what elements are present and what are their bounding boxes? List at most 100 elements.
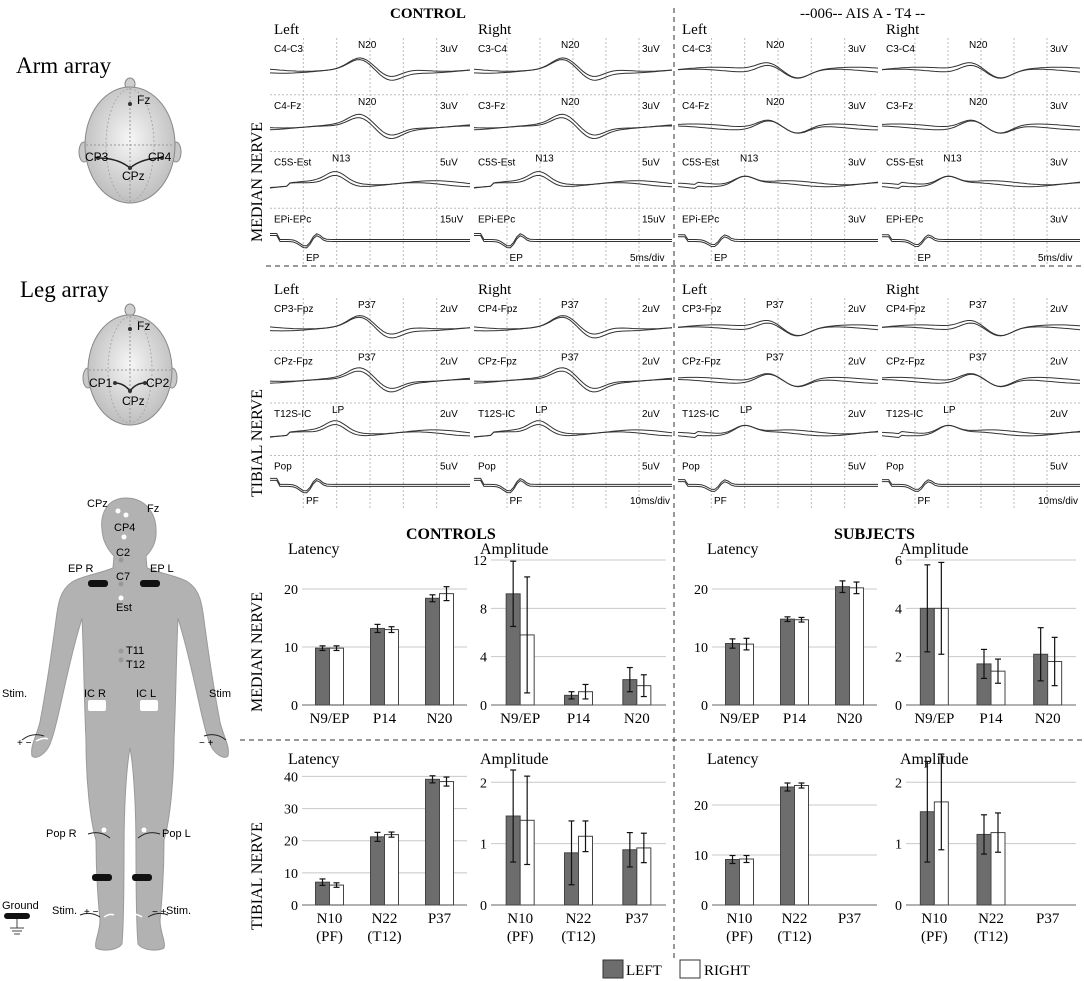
scale-label: 5uV [642, 462, 660, 473]
channel-label: C5S-Est [886, 158, 923, 169]
body-silhouette [31, 497, 229, 951]
y-tick-label: 0 [701, 699, 708, 714]
channel-label: C5S-Est [274, 158, 311, 169]
ground-electrode [4, 913, 30, 919]
controls-header: CONTROLS [406, 526, 496, 543]
control-tibial-left-panel: Left CP3-Fpz 2uV P37 CPz-Fpz 2uV P37 T12S-IC 2uV… [269, 282, 471, 508]
control-tibial-right-panel: Right CP4-Fpz 2uV P37 CPz-Fpz 2uV P37 T12S-IC 2u… [473, 282, 673, 508]
scale-label: 2uV [440, 304, 458, 315]
bar-left [425, 597, 440, 706]
scale-label: 5uV [440, 158, 458, 169]
channel-label: CP3-Fpz [274, 304, 313, 315]
y-tick-label: 2 [895, 776, 902, 791]
channel-label: Pop [478, 462, 496, 473]
bar-chart-controls-latency-median: Latency 0 10 20 N9/EP P14 N20 [284, 541, 467, 727]
waveform-trace [881, 64, 1081, 79]
knee-l-electrode [132, 874, 152, 881]
category-label: N10 [507, 911, 533, 927]
median-nerve-label: MEDIAN NERVE [249, 122, 266, 242]
peak-label: EP [510, 253, 524, 264]
bar-chart-subjects-latency-median: Latency 0 10 20 N9/EP P14 N20 [694, 541, 877, 727]
y-tick-label: 8 [480, 602, 487, 617]
waveform-trace [474, 233, 672, 247]
body-c2-label: C2 [116, 547, 130, 559]
scale-label: 2uV [848, 357, 866, 368]
scale-label: 3uV [1050, 44, 1068, 55]
legend-right-swatch [679, 959, 701, 979]
y-tick-label: 4 [480, 651, 487, 666]
bar-right [849, 587, 864, 706]
control-median-right-panel: Right C3-C4 3uV N20 C3-Fz 3uV N20 C5S-Est 5uV N13… [473, 22, 673, 265]
bar-chart-controls-amplitude-tibial: Amplitude 0 1 2 N10 (PF) N22 (T12) P37 [480, 751, 666, 945]
category-label: N10 [921, 911, 947, 927]
category-label: N20 [1035, 711, 1061, 727]
category-label: N9/EP [500, 711, 540, 727]
y-tick-label: 10 [694, 641, 708, 656]
scale-label: 3uV [848, 158, 866, 169]
waveform-trace [678, 479, 878, 490]
channel-label: C3-C4 [886, 44, 915, 55]
y-tick-label: 6 [895, 554, 902, 569]
bar-chart-title: Latency [707, 751, 759, 768]
category-label: N10 [727, 911, 753, 927]
y-tick-label: 0 [895, 899, 902, 914]
category-label: N22 [978, 911, 1004, 927]
control-header: CONTROL [390, 6, 466, 22]
peak-label: P37 [766, 353, 784, 364]
peak-label: PF [918, 496, 931, 507]
category-label: (T12) [561, 929, 595, 945]
bar-chart-controls-latency-tibial: Latency 0 10 20 30 40 N10 (PF) N22 (T12) P37 [284, 751, 467, 945]
category-label: (PF) [507, 929, 534, 945]
foot-left-polarity: + − [84, 907, 99, 918]
bar-right [329, 647, 344, 706]
scale-label: 2uV [1050, 304, 1068, 315]
scale-label: 3uV [848, 101, 866, 112]
y-tick-label: 40 [284, 770, 298, 785]
peak-label: P37 [561, 353, 579, 364]
bar-chart-title: Amplitude [900, 541, 968, 558]
y-tick-label: 20 [284, 583, 298, 598]
bar-chart-title: Amplitude [480, 541, 548, 558]
category-label: P14 [979, 711, 1003, 727]
left-side-label: Left [682, 282, 708, 298]
bar-right [794, 785, 809, 906]
channel-label: Pop [886, 462, 904, 473]
y-tick-label: 0 [701, 899, 708, 914]
channel-label: C4-C3 [682, 44, 711, 55]
y-tick-label: 2 [895, 651, 902, 666]
peak-label: LP [943, 405, 956, 416]
waveform-trace [473, 117, 672, 140]
bar-chart-subjects-latency-tibial: Latency 0 10 20 N10 (PF) N22 (T12) P37 [694, 751, 877, 945]
scale-label: 3uV [1050, 101, 1068, 112]
waveform-trace [677, 320, 879, 337]
waveform-trace [473, 424, 673, 438]
leg-center-label: CPz [122, 394, 145, 408]
timebase-label: 10ms/div [630, 496, 670, 507]
channel-label: CPz-Fpz [682, 357, 721, 368]
scale-label: 2uV [1050, 357, 1068, 368]
category-label: N20 [837, 711, 863, 727]
waveform-trace [677, 62, 879, 79]
waveform-trace [678, 234, 878, 246]
channel-label: CPz-Fpz [886, 357, 925, 368]
legend: LEFT RIGHT [602, 959, 750, 979]
y-tick-label: 0 [480, 899, 487, 914]
body-ground-label: Ground [2, 900, 39, 912]
peak-label: P37 [766, 300, 784, 311]
waveform-trace [269, 370, 470, 393]
subject-median-right-panel: Right C3-C4 3uV N20 C3-Fz 3uV N20 C5S-Est 3uV N13… [881, 22, 1081, 265]
category-label: (T12) [777, 929, 811, 945]
channel-label: C4-C3 [274, 44, 303, 55]
subjects-header: SUBJECTS [834, 526, 915, 543]
channel-label: CP3-Fpz [682, 304, 721, 315]
scale-label: 3uV [848, 214, 866, 225]
bar-right [439, 781, 454, 906]
scale-label: 3uV [440, 44, 458, 55]
bar-chart-title: Amplitude [480, 751, 548, 768]
waveform-trace [881, 373, 1081, 388]
peak-label: LP [740, 405, 753, 416]
waveform-trace [269, 59, 471, 81]
category-label: (T12) [974, 929, 1008, 945]
peak-label: N20 [766, 40, 785, 51]
